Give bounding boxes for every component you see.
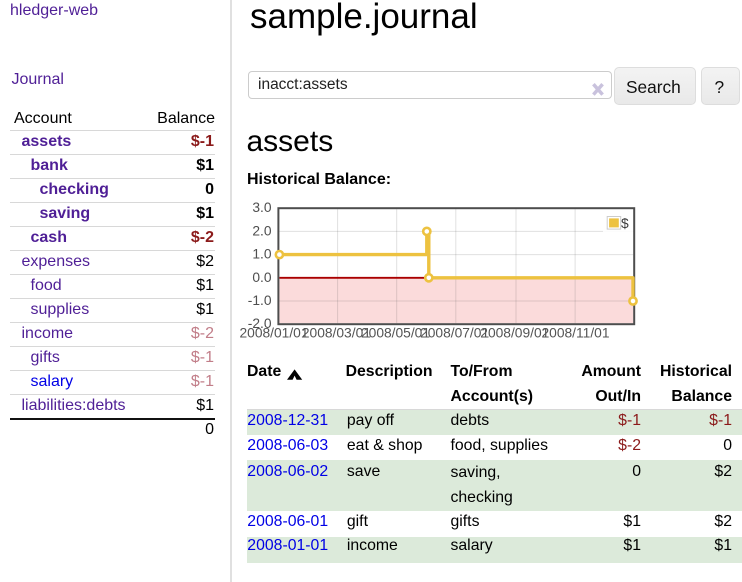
svg-text:3.0: 3.0: [252, 200, 272, 215]
svg-text:1.0: 1.0: [252, 247, 272, 262]
svg-text:0.0: 0.0: [252, 270, 272, 285]
svg-text:-2.0: -2.0: [248, 316, 272, 331]
svg-text:$: $: [621, 216, 629, 231]
svg-text:2008/07/01: 2008/07/01: [420, 325, 489, 340]
svg-text:2008/01/01: 2008/01/01: [239, 325, 308, 340]
svg-text:2008/09/01: 2008/09/01: [480, 325, 549, 340]
svg-text:2008/03/01: 2008/03/01: [302, 325, 371, 340]
svg-text:2.0: 2.0: [252, 223, 272, 238]
svg-text:2008/05/01: 2008/05/01: [361, 325, 430, 340]
svg-text:2008/11/01: 2008/11/01: [541, 325, 609, 340]
svg-text:-1.0: -1.0: [248, 293, 272, 308]
